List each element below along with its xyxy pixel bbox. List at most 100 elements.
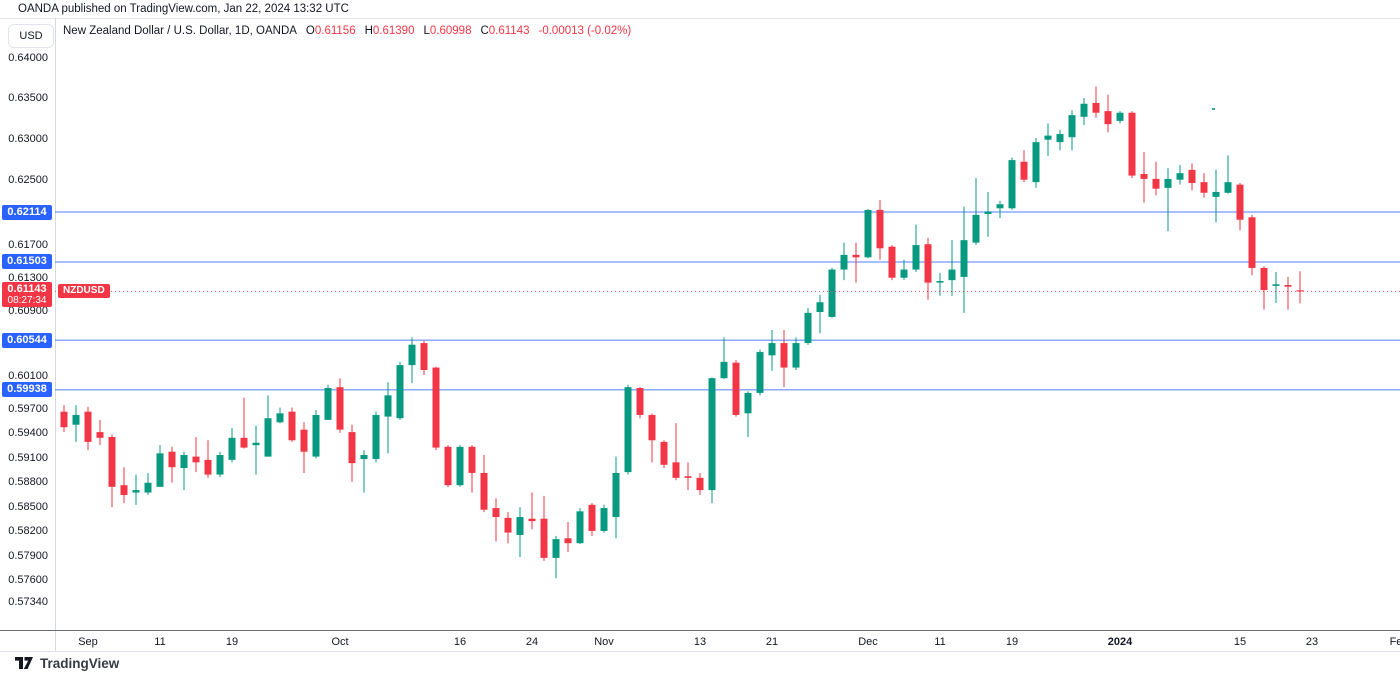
- price-axis-tick: 0.63500: [8, 92, 48, 105]
- candle-body: [384, 395, 392, 417]
- candle-body: [432, 367, 440, 448]
- candle-body: [516, 517, 524, 536]
- candle-body: [1032, 142, 1040, 183]
- time-axis-tick: Nov: [594, 636, 614, 648]
- candle-body: [804, 312, 812, 344]
- candle-body: [408, 344, 416, 366]
- time-axis-border: [0, 630, 1400, 631]
- candle-body: [1104, 111, 1112, 125]
- bottom-divider: [0, 651, 1400, 652]
- currency-unit-button[interactable]: USD: [8, 24, 54, 48]
- candle-body: [156, 453, 164, 487]
- candle-body: [288, 411, 296, 441]
- tradingview-link[interactable]: TradingView: [14, 656, 119, 671]
- candle-body: [1044, 135, 1052, 140]
- candle-body: [264, 418, 272, 457]
- candle-body: [828, 269, 836, 317]
- candle-body: [1152, 178, 1160, 189]
- candle-body: [1176, 173, 1184, 180]
- candle-body: [96, 432, 104, 438]
- candle-body: [336, 387, 344, 430]
- candle-body: [552, 539, 560, 558]
- ohlc-close: C 0.61143: [480, 25, 529, 37]
- candle-body: [696, 477, 704, 491]
- candle-body: [312, 414, 320, 457]
- candle-body: [228, 437, 236, 460]
- candle-body: [888, 246, 896, 278]
- price-axis-border: [55, 18, 56, 652]
- time-axis-tick: 11: [934, 636, 946, 648]
- candle-body: [1236, 184, 1244, 220]
- candle-body: [1248, 217, 1256, 268]
- candle-body: [1164, 178, 1172, 188]
- candle-body: [984, 211, 992, 215]
- candle-body: [1212, 191, 1220, 197]
- time-axis-tick: Oct: [331, 636, 349, 648]
- low-value: 0.60998: [429, 25, 472, 37]
- price-axis-tick: 0.58500: [8, 500, 48, 513]
- candle-body: [1056, 133, 1064, 143]
- alert-price-badge: 0.59938: [2, 382, 52, 398]
- candle-body: [732, 362, 740, 415]
- close-value: 0.61143: [488, 25, 530, 37]
- candle-body: [1092, 102, 1100, 113]
- candle-body: [768, 343, 776, 356]
- candle-body: [540, 518, 548, 558]
- symbol-header: New Zealand Dollar / U.S. Dollar, 1D, OA…: [63, 25, 631, 37]
- candle-body: [132, 490, 140, 493]
- candle-body: [1128, 112, 1136, 176]
- ohlc-low: L 0.60998: [423, 25, 471, 37]
- change-value: -0.00013 (-0.02%): [538, 25, 632, 37]
- candle-body: [252, 442, 260, 446]
- candle-body: [276, 413, 284, 423]
- price-axis-tick: 0.57900: [8, 549, 48, 562]
- candle-body: [612, 472, 620, 518]
- candle-body: [168, 451, 176, 468]
- candle-body: [1224, 182, 1232, 193]
- candle-body: [480, 472, 488, 510]
- candle-body: [216, 454, 224, 475]
- candle-body: [1272, 284, 1280, 286]
- candle-body: [900, 269, 908, 278]
- price-axis-tick: 0.60100: [8, 370, 48, 383]
- time-axis-tick: 19: [225, 636, 239, 648]
- candle-body: [1188, 169, 1196, 183]
- price-axis-tick: 0.64000: [8, 51, 48, 64]
- candle-body: [144, 482, 152, 493]
- bar-close-countdown: 08:27:34: [7, 295, 47, 307]
- candle-body: [396, 365, 404, 419]
- time-axis-tick: 16: [453, 636, 467, 648]
- price-axis-tick: 0.63000: [8, 133, 48, 146]
- candle-body: [600, 508, 608, 531]
- chart-artifact-dot: [1212, 108, 1215, 110]
- candle-body: [852, 254, 860, 258]
- candle-body: [192, 456, 200, 463]
- alert-price-badge: 0.61503: [2, 254, 52, 270]
- brand-name: TradingView: [40, 656, 120, 671]
- candle-body: [420, 343, 428, 371]
- time-axis-tick: Fe: [1389, 636, 1400, 648]
- price-axis-tick: 0.59700: [8, 402, 48, 415]
- time-axis-tick: 23: [1305, 636, 1319, 648]
- alert-price-badge: 0.60544: [2, 332, 52, 348]
- candle-body: [204, 459, 212, 475]
- candle-body: [624, 387, 632, 473]
- candle-body: [120, 485, 128, 495]
- ohlc-high: H 0.61390: [365, 25, 415, 37]
- candle-body: [1284, 285, 1292, 287]
- candle-body: [660, 441, 668, 465]
- candle-body: [492, 508, 500, 518]
- candle-body: [1008, 160, 1016, 209]
- candle-body: [960, 240, 968, 277]
- price-axis-tick: 0.58200: [8, 525, 48, 538]
- candle-body: [576, 511, 584, 544]
- price-axis-tick: 0.61700: [8, 239, 48, 252]
- time-axis-tick: 24: [525, 636, 539, 648]
- price-axis-tick: 0.58800: [8, 476, 48, 489]
- candle-body: [756, 352, 764, 393]
- candle-body: [1020, 161, 1028, 180]
- currency-unit-label: USD: [19, 30, 43, 42]
- candle-body: [936, 280, 944, 283]
